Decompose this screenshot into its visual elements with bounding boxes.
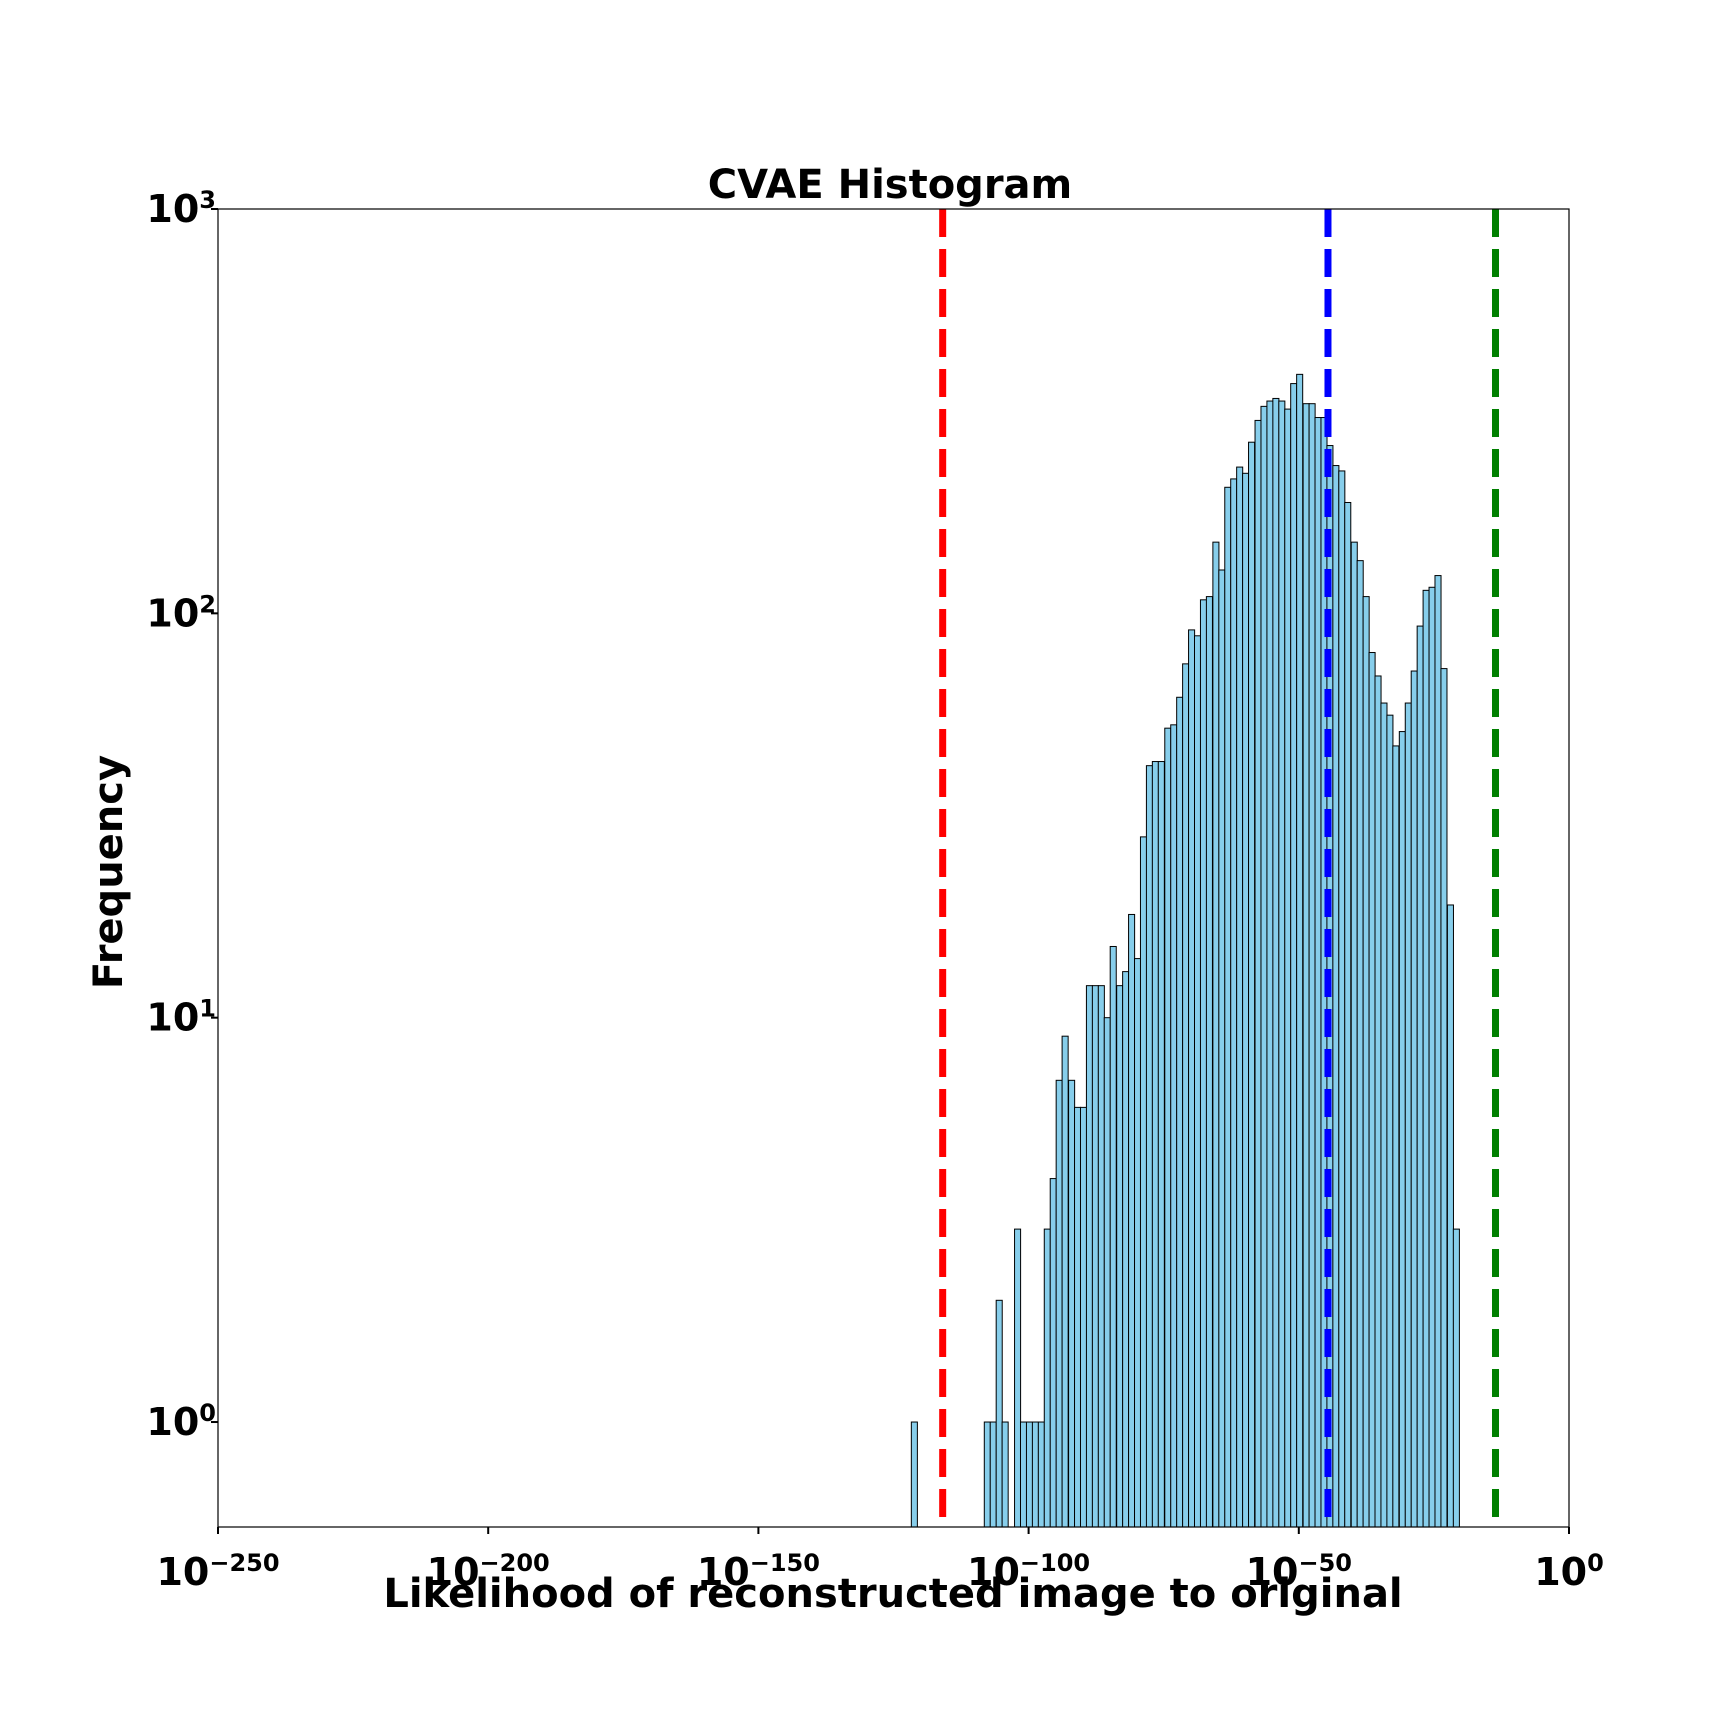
histogram-bar <box>1188 629 1196 1528</box>
histogram-bar <box>1254 419 1262 1528</box>
histogram-bar <box>1224 486 1232 1528</box>
histogram-bar <box>1374 675 1382 1528</box>
histogram-bar <box>1068 1079 1076 1528</box>
reference-lines <box>939 209 1500 1527</box>
histogram-bar <box>1043 1228 1051 1528</box>
histogram-bar <box>1205 596 1213 1528</box>
histogram-bar <box>1091 985 1099 1528</box>
histogram-bar <box>1085 985 1093 1528</box>
histogram-bar <box>1350 541 1358 1528</box>
histogram-bar <box>1145 765 1153 1528</box>
histogram-bar <box>1302 403 1310 1528</box>
histogram-bar <box>1097 985 1105 1528</box>
histogram-bar <box>1362 596 1370 1528</box>
y-axis-label: Frequency <box>86 755 132 989</box>
histogram-bar <box>1236 466 1244 1528</box>
histogram-bar <box>1128 913 1136 1528</box>
x-tick-label: 10−50 <box>1246 1549 1352 1594</box>
histogram-bar <box>1134 958 1142 1528</box>
histogram-bar <box>1368 652 1376 1528</box>
histogram-bar <box>1182 663 1190 1528</box>
histogram-bar <box>1344 501 1352 1528</box>
x-tick-label: 100 <box>1534 1549 1604 1594</box>
histogram-bar <box>1308 403 1316 1528</box>
histogram-bar <box>1103 1017 1111 1528</box>
histogram-bar <box>995 1299 1003 1528</box>
histogram-bar <box>1074 1106 1082 1528</box>
histogram-bar <box>1272 397 1280 1528</box>
histogram-bar <box>1404 702 1412 1528</box>
x-axis-label: Likelihood of reconstructed image to ori… <box>383 1571 1402 1617</box>
histogram-bar <box>1109 945 1117 1528</box>
histogram-bar <box>1392 745 1400 1528</box>
histogram-bar <box>1380 702 1388 1528</box>
histogram-bar <box>989 1421 997 1528</box>
histogram-bar <box>1452 1228 1460 1528</box>
histogram-bar <box>1332 465 1340 1528</box>
y-tick-label: 101 <box>146 995 216 1040</box>
histogram-bar <box>1194 635 1202 1528</box>
histogram-bar <box>983 1421 991 1528</box>
histogram-bar <box>1434 575 1442 1528</box>
histogram-bar <box>1037 1421 1045 1528</box>
histogram-bar <box>1398 731 1406 1528</box>
histogram-bar <box>1079 1106 1088 1528</box>
y-axis-ticks: 100 101 102 103 <box>146 186 218 1444</box>
y-tick-label: 100 <box>146 1399 216 1444</box>
histogram-bar <box>1122 971 1130 1528</box>
histogram-bar <box>1230 478 1238 1528</box>
histogram-bar <box>1199 599 1207 1528</box>
histogram-bar <box>1001 1421 1009 1528</box>
histogram-bar <box>1284 408 1292 1528</box>
histogram-bar <box>1290 383 1298 1528</box>
histogram-bar <box>1019 1421 1028 1528</box>
histogram-bar <box>910 1421 918 1528</box>
histogram-bar <box>1296 373 1304 1528</box>
x-tick-label: 10−150 <box>697 1549 820 1594</box>
histogram-bar <box>1386 714 1394 1528</box>
histogram-bar <box>1218 569 1226 1528</box>
plot-frame <box>217 208 1570 1528</box>
x-tick-label: 10−250 <box>156 1549 279 1594</box>
histogram-bar <box>1025 1421 1033 1528</box>
histogram-bar <box>1014 1228 1022 1528</box>
histogram-bar <box>1356 560 1364 1528</box>
histogram-bar <box>1260 405 1268 1528</box>
histogram-bar <box>1410 670 1418 1528</box>
chart-title: CVAE Histogram <box>708 162 1072 208</box>
histogram-bar <box>1055 1079 1063 1528</box>
histogram-bar <box>1139 836 1148 1528</box>
histogram-bar <box>1422 589 1430 1528</box>
histogram-bar <box>1049 1178 1057 1528</box>
histogram-bar <box>1151 761 1159 1528</box>
histogram-bar <box>1248 441 1256 1528</box>
histogram-bar <box>1338 470 1346 1528</box>
y-tick-label: 103 <box>146 186 216 231</box>
histogram-bar <box>1116 985 1124 1528</box>
histogram-bar <box>1278 400 1286 1528</box>
histogram-bar <box>1416 625 1424 1528</box>
histogram-bar <box>1031 1421 1039 1528</box>
histogram-bar <box>1440 668 1448 1528</box>
histogram-bar <box>1446 904 1454 1528</box>
histogram-bar <box>1212 541 1220 1528</box>
x-axis-ticks: 10−250 10−200 10−150 10−100 10−50 100 <box>156 1527 1604 1594</box>
y-tick-label: 102 <box>146 590 216 635</box>
histogram-bar <box>1266 400 1274 1528</box>
histogram-bar <box>1242 472 1250 1528</box>
histogram-bar <box>1164 727 1172 1528</box>
histogram-bar <box>1170 724 1178 1528</box>
histogram-bar <box>1428 586 1436 1528</box>
histogram-bar <box>1176 696 1184 1528</box>
x-tick-label: 10−100 <box>967 1549 1090 1594</box>
x-tick-label: 10−200 <box>427 1549 550 1594</box>
histogram-bar <box>1061 1035 1069 1528</box>
histogram-bar <box>1157 761 1165 1528</box>
histogram-bars <box>910 373 1460 1528</box>
histogram-bar <box>1314 417 1322 1528</box>
